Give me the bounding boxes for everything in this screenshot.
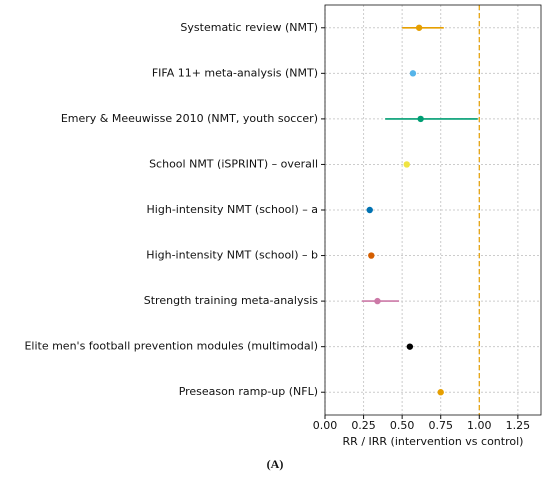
y-tick-label: Preseason ramp-up (NFL) — [179, 385, 318, 398]
y-tick-label: School NMT (iSPRINT) – overall — [149, 157, 318, 170]
x-tick-label: 1.00 — [467, 419, 492, 432]
y-tick-label: Emery & Meeuwisse 2010 (NMT, youth socce… — [61, 112, 318, 125]
point-estimate — [409, 70, 417, 77]
y-tick-label: High-intensity NMT (school) – a — [147, 203, 318, 216]
x-tick-label: 0.25 — [351, 419, 376, 432]
x-tick-label: 0.75 — [428, 419, 453, 432]
point-estimate — [406, 343, 414, 350]
x-tick-label: 1.25 — [506, 419, 531, 432]
point-estimate — [417, 115, 424, 123]
y-tick-label: Strength training meta-analysis — [144, 294, 319, 307]
point-estimate — [403, 161, 410, 168]
point-estimate — [368, 252, 375, 259]
caption: (A) — [267, 457, 284, 471]
y-tick-label: FIFA 11+ meta-analysis (NMT) — [152, 66, 318, 79]
point-estimate — [437, 389, 444, 396]
point-estimate — [415, 24, 423, 31]
x-tick-label: 0.00 — [313, 419, 338, 432]
point-estimate — [374, 297, 381, 305]
x-tick-label: 0.50 — [390, 419, 415, 432]
y-tick-label: High-intensity NMT (school) – b — [146, 249, 318, 262]
y-tick-label: Systematic review (NMT) — [180, 21, 318, 34]
y-tick-label: Elite men's football prevention modules … — [24, 340, 318, 353]
point-estimate — [366, 206, 373, 214]
x-axis-label: RR / IRR (intervention vs control) — [343, 435, 524, 448]
